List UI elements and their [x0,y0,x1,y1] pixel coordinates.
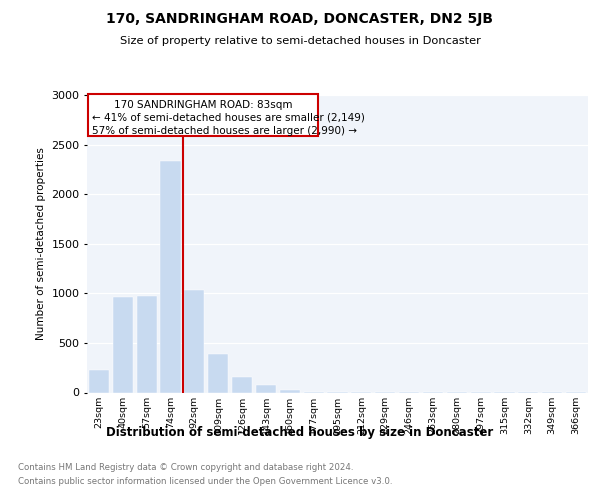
Y-axis label: Number of semi-detached properties: Number of semi-detached properties [35,148,46,340]
Bar [113,298,133,392]
FancyBboxPatch shape [88,94,319,136]
Text: Contains HM Land Registry data © Crown copyright and database right 2024.: Contains HM Land Registry data © Crown c… [18,462,353,471]
Text: Size of property relative to semi-detached houses in Doncaster: Size of property relative to semi-detach… [119,36,481,46]
Text: 170, SANDRINGHAM ROAD, DONCASTER, DN2 5JB: 170, SANDRINGHAM ROAD, DONCASTER, DN2 5J… [107,12,493,26]
Bar [184,290,205,392]
Bar [232,377,252,392]
Bar [256,385,276,392]
Text: 170 SANDRINGHAM ROAD: 83sqm: 170 SANDRINGHAM ROAD: 83sqm [114,100,293,110]
Bar [280,390,300,392]
Bar [89,370,109,392]
Text: ← 41% of semi-detached houses are smaller (2,149): ← 41% of semi-detached houses are smalle… [92,113,365,123]
Text: Distribution of semi-detached houses by size in Doncaster: Distribution of semi-detached houses by … [106,426,494,439]
Bar [137,296,157,392]
Bar [160,162,181,392]
Text: 57% of semi-detached houses are larger (2,990) →: 57% of semi-detached houses are larger (… [92,126,357,136]
Text: Contains public sector information licensed under the Open Government Licence v3: Contains public sector information licen… [18,478,392,486]
Bar [208,354,229,393]
